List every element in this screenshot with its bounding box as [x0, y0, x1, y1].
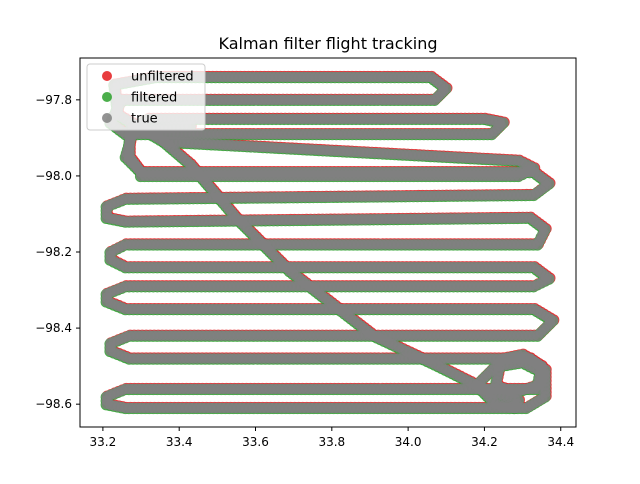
chart-title: Kalman filter flight tracking [218, 34, 437, 53]
true-series [101, 71, 559, 414]
